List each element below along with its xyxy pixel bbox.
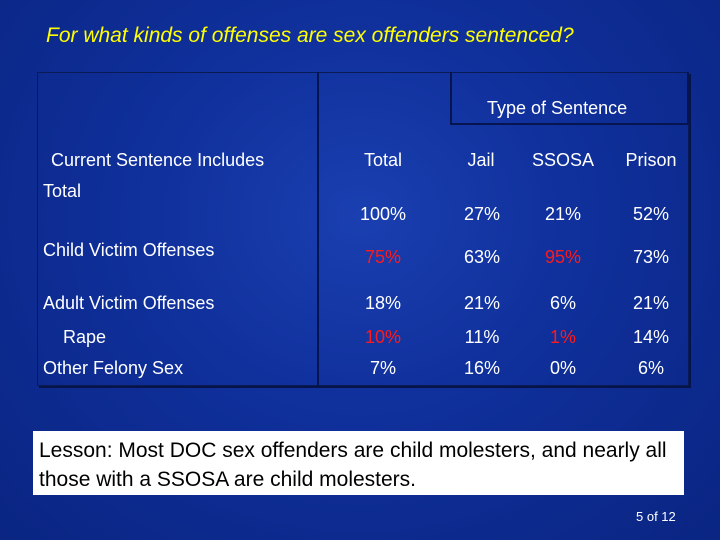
table-cell: 7% [369, 358, 396, 378]
table-cell: 16% [463, 358, 501, 378]
table-cell-highlight: 95% [544, 247, 582, 267]
page-number: 5 of 12 [636, 509, 676, 524]
row-label-other-felony: Other Felony Sex [43, 358, 184, 378]
column-header-prison: Prison [625, 150, 677, 170]
lesson-box: Lesson: Most DOC sex offenders are child… [33, 431, 684, 495]
table-cell: 18% [364, 293, 402, 313]
table-divider [687, 72, 689, 124]
table-cell: 73% [632, 247, 670, 267]
group-header: Type of Sentence [487, 98, 628, 118]
table-divider [450, 72, 452, 124]
table-divider [450, 123, 690, 125]
row-label-adult-victim: Adult Victim Offenses [43, 293, 215, 313]
table-cell-highlight: 10% [364, 327, 402, 347]
table-cell: 100% [359, 204, 407, 224]
table-cell: 14% [632, 327, 670, 347]
column-header-ssosa: SSOSA [531, 150, 595, 170]
table-cell: 52% [632, 204, 670, 224]
table-cell-highlight: 1% [549, 327, 576, 347]
table-cell: 6% [549, 293, 576, 313]
slide-title: For what kinds of offenses are sex offen… [46, 24, 574, 47]
table-cell: 11% [464, 327, 500, 347]
table-divider [317, 72, 319, 386]
table-cell: 21% [544, 204, 582, 224]
row-header-label: Current Sentence Includes [51, 150, 265, 170]
table-cell: 6% [637, 358, 664, 378]
table-cell: 27% [463, 204, 501, 224]
row-label-child-victim: Child Victim Offenses [43, 240, 215, 260]
column-header-total: Total [363, 150, 403, 170]
row-label-rape: Rape [63, 327, 107, 347]
table-cell-highlight: 75% [364, 247, 402, 267]
row-label-total: Total [43, 181, 82, 201]
table-cell: 0% [549, 358, 576, 378]
column-header-jail: Jail [467, 150, 495, 170]
table-cell: 63% [463, 247, 501, 267]
sentence-table [37, 72, 689, 386]
table-cell: 21% [463, 293, 501, 313]
table-cell: 21% [632, 293, 670, 313]
